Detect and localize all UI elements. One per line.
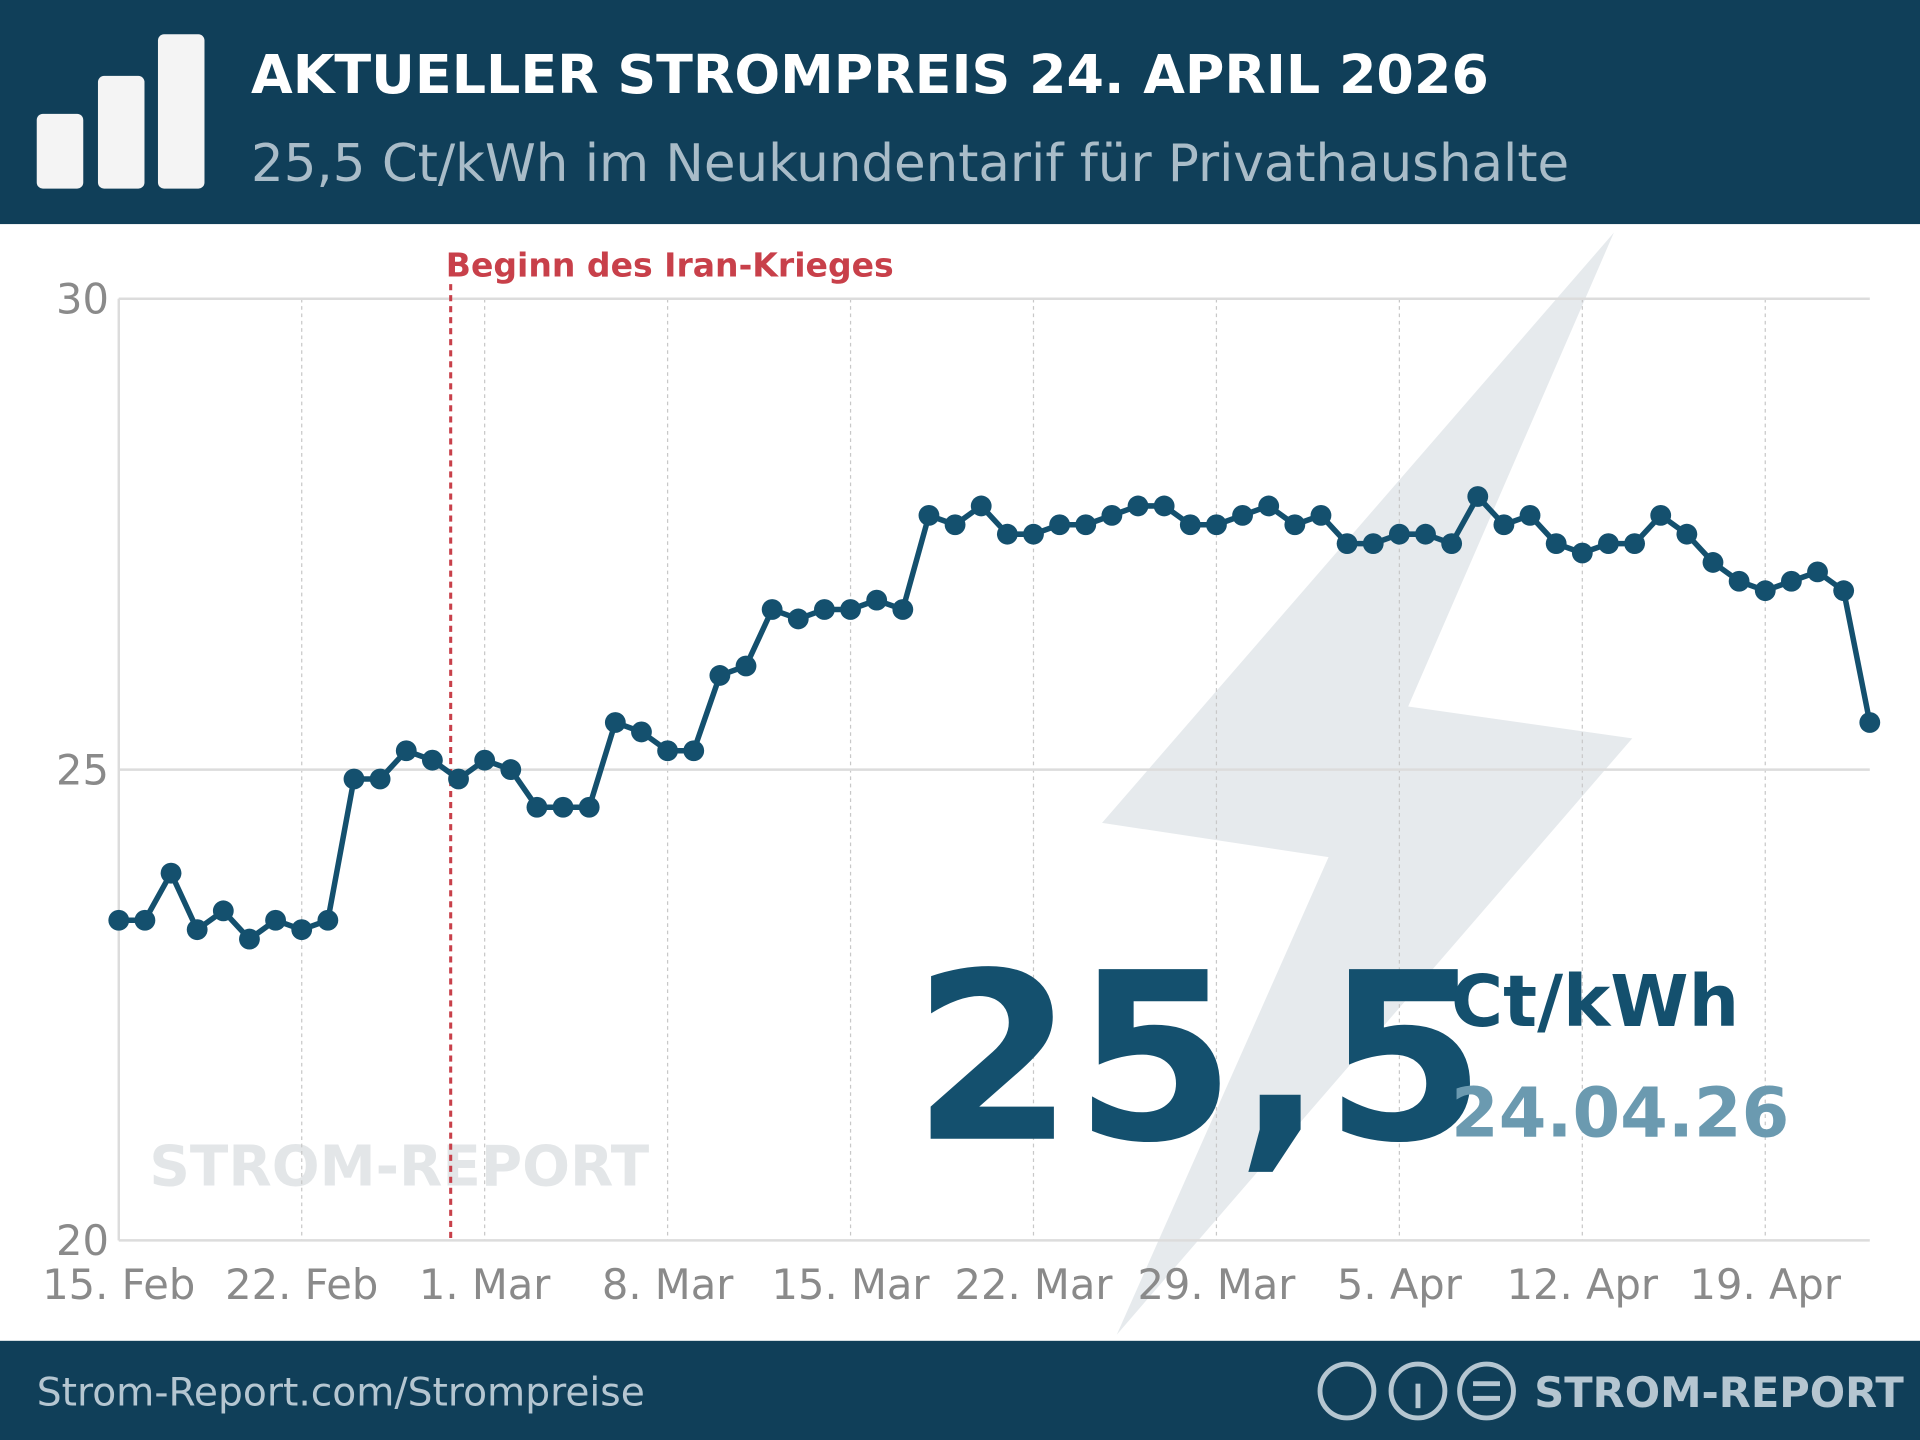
big-date: 24.04.26	[1451, 1073, 1789, 1153]
marker	[1728, 570, 1750, 592]
marker	[814, 599, 835, 620]
y-tick-label: 25	[56, 745, 109, 794]
y-tick-label: 20	[56, 1216, 109, 1265]
marker	[683, 740, 705, 762]
annotation-label: Beginn des Iran-Krieges	[446, 246, 894, 285]
header-bar	[0, 0, 1920, 225]
marker	[1571, 542, 1593, 564]
marker	[996, 523, 1018, 545]
marker	[1232, 504, 1253, 526]
marker	[369, 768, 391, 790]
logo-bar	[97, 75, 145, 189]
marker	[1075, 514, 1097, 536]
marker	[1833, 580, 1855, 602]
x-tick-label: 29. Mar	[1137, 1260, 1296, 1309]
big-unit: Ct/kWh	[1451, 960, 1739, 1043]
marker	[1441, 533, 1463, 555]
big-value: 25,5	[912, 923, 1486, 1194]
marker	[578, 796, 600, 818]
marker	[709, 665, 731, 686]
marker	[1702, 552, 1724, 573]
x-tick-label: 5. Apr	[1337, 1260, 1463, 1309]
marker	[918, 504, 940, 526]
marker	[1101, 504, 1123, 526]
marker	[631, 721, 652, 743]
footer-bar	[0, 1340, 1920, 1440]
marker	[1127, 495, 1149, 517]
x-tick-label: 19. Apr	[1690, 1260, 1842, 1309]
logo-bar	[36, 113, 84, 189]
marker	[787, 608, 809, 630]
marker	[134, 909, 156, 931]
x-tick-label: 12. Apr	[1507, 1260, 1659, 1309]
marker	[448, 768, 469, 790]
marker	[892, 599, 914, 620]
marker	[1310, 504, 1332, 526]
license-icons	[1317, 1361, 1516, 1421]
marker	[735, 655, 757, 677]
watermark: STROM-REPORT	[149, 1134, 649, 1199]
marker	[500, 759, 522, 780]
marker	[186, 919, 208, 941]
marker	[1336, 533, 1358, 555]
marker	[1545, 533, 1567, 555]
marker	[1258, 495, 1280, 517]
marker	[239, 928, 260, 950]
marker	[1153, 495, 1175, 517]
marker	[944, 514, 966, 536]
marker	[1493, 514, 1515, 536]
marker	[1780, 570, 1802, 592]
footer-brand: STROM-REPORT	[1534, 1368, 1904, 1417]
marker	[421, 749, 443, 771]
lightning-watermark	[1102, 232, 1633, 1335]
marker	[1049, 514, 1071, 536]
marker	[1388, 523, 1410, 545]
marker	[1206, 514, 1227, 536]
marker	[604, 712, 626, 733]
marker	[1415, 523, 1436, 545]
x-tick-label: 15. Mar	[772, 1260, 931, 1309]
marker	[212, 900, 234, 922]
title: AKTUELLER STROMPREIS 24. APRIL 2026	[251, 43, 1489, 106]
marker	[866, 589, 888, 611]
marker	[970, 495, 992, 517]
x-tick-label: 22. Feb	[225, 1260, 378, 1309]
marker	[160, 862, 182, 884]
marker	[317, 909, 339, 931]
marker	[1624, 533, 1645, 555]
marker	[395, 740, 417, 762]
x-tick-label: 15. Feb	[42, 1260, 195, 1309]
marker	[761, 599, 783, 620]
marker	[1807, 561, 1828, 583]
marker	[1754, 580, 1776, 602]
marker	[1023, 523, 1044, 545]
marker	[840, 599, 861, 620]
marker	[526, 796, 548, 818]
y-tick-label: 30	[56, 274, 109, 323]
marker	[1519, 504, 1541, 526]
marker	[1859, 712, 1881, 733]
x-tick-label: 22. Mar	[955, 1260, 1114, 1309]
marker	[657, 740, 679, 762]
marker	[108, 909, 130, 931]
subtitle: 25,5 Ct/kWh im Neukundentarif für Privat…	[251, 134, 1569, 194]
marker	[1598, 533, 1619, 555]
marker	[291, 919, 313, 941]
marker	[1362, 533, 1384, 555]
x-tick-label: 8. Mar	[602, 1260, 734, 1309]
marker	[1676, 523, 1698, 545]
logo-bar	[157, 34, 205, 189]
x-tick-label: 1. Mar	[419, 1260, 551, 1309]
footer-url[interactable]: Strom-Report.com/Strompreise	[37, 1371, 645, 1416]
marker	[265, 909, 286, 931]
marker	[474, 749, 496, 771]
marker	[552, 796, 574, 818]
marker	[1179, 514, 1201, 536]
marker	[1467, 486, 1489, 507]
marker	[343, 768, 365, 790]
marker	[1284, 514, 1306, 536]
line	[118, 493, 1873, 942]
marker	[1650, 504, 1672, 526]
